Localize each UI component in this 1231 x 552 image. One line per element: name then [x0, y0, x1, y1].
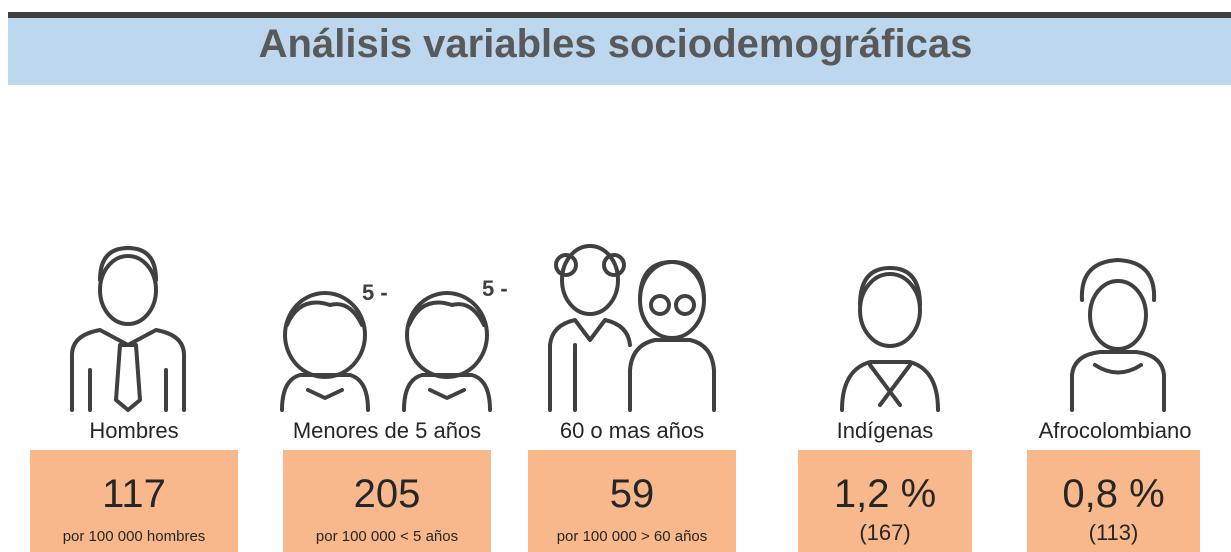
value-box: 1,2 % (167)	[798, 450, 972, 552]
item-label: Menores de 5 años	[263, 418, 511, 444]
icon-elder-woman	[630, 262, 714, 410]
item-label: 60 o mas años	[528, 418, 736, 444]
item-note: (167)	[798, 520, 972, 546]
icon-child	[404, 293, 490, 410]
icon-child	[282, 293, 368, 410]
value-box: 117 por 100 000 hombres	[30, 450, 238, 552]
icon-indigenous	[842, 268, 938, 410]
value-box: 0,8 % (113)	[1027, 450, 1200, 552]
item-value: 1,2 %	[798, 472, 972, 517]
item-note: (113)	[1027, 520, 1200, 546]
item-value: 205	[283, 472, 491, 517]
item-label: Indígenas	[798, 418, 972, 444]
item-note: por 100 000 hombres	[30, 528, 238, 545]
item-value: 117	[30, 472, 238, 517]
item-label: Hombres	[30, 418, 238, 444]
icon-note: 5 -	[362, 280, 388, 306]
icon-man	[72, 248, 184, 410]
infographic: Análisis variables sociodemográficas	[0, 0, 1231, 552]
item-note: por 100 000 < 5 años	[283, 528, 491, 545]
item-value: 0,8 %	[1027, 472, 1200, 517]
item-value: 59	[528, 472, 736, 517]
item-label: Afrocolombiano	[1010, 418, 1220, 444]
icon-afro	[1072, 260, 1164, 410]
item-note: por 100 000 > 60 años	[528, 528, 736, 545]
value-box: 59 por 100 000 > 60 años	[528, 450, 736, 552]
icon-elder-man	[550, 246, 630, 410]
icon-note: 5 -	[482, 276, 508, 302]
value-box: 205 por 100 000 < 5 años	[283, 450, 491, 552]
